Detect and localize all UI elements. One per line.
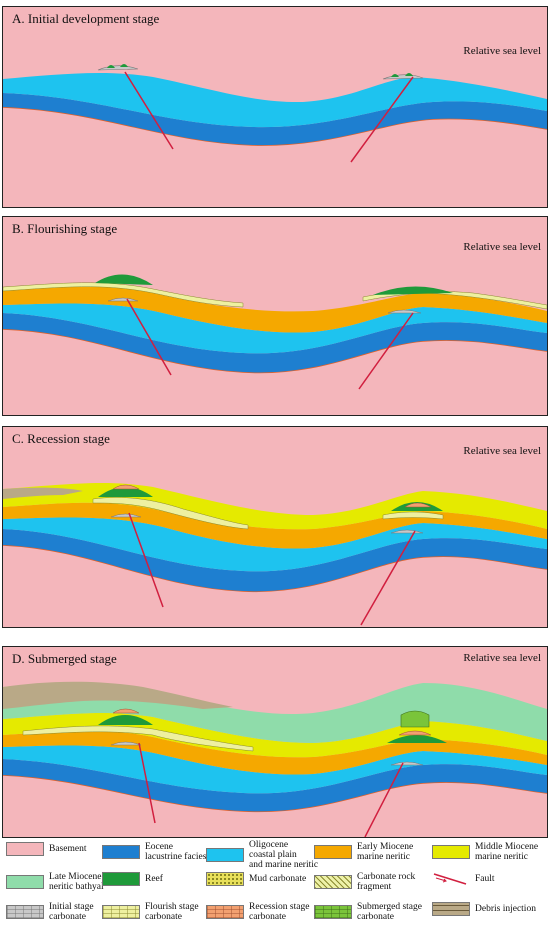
legend-label: Middle Miocene marine neritic — [475, 842, 539, 862]
recession-carbonate — [112, 484, 432, 508]
legend-label: Debris injection — [475, 904, 536, 914]
legend-swatch — [206, 872, 244, 886]
sea-level-label: Relative sea level — [463, 445, 541, 457]
sea-level-label: Relative sea level — [463, 241, 541, 253]
legend-swatch — [206, 905, 244, 919]
legend-swatch — [102, 872, 140, 886]
oligocene-layer — [3, 73, 547, 128]
legend-carbonate-rock-fragment: Carbonate rock fragment — [314, 872, 415, 892]
legend-swatch — [206, 848, 244, 862]
legend-label: Mud carbonate — [249, 874, 307, 884]
fault-line — [138, 742, 404, 837]
legend-swatch — [432, 845, 470, 859]
legend-initial-carbonate: Initial stage carbonate — [6, 902, 94, 922]
oligocene-layer — [3, 745, 547, 794]
panel-title: D. Submerged stage — [12, 651, 117, 666]
legend-label: Late Miocene neritic bathyal — [49, 872, 104, 892]
legend-swatch — [6, 842, 44, 856]
legend-swatch — [102, 845, 140, 859]
sea-level-label: Relative sea level — [463, 45, 541, 57]
legend-label: Eocene lacustrine facies — [145, 842, 207, 862]
legend-recession-carbonate: Recession stage carbonate — [206, 902, 309, 922]
submerged-carbonate — [400, 710, 430, 728]
legend-swatch — [314, 875, 352, 889]
fault-line — [124, 71, 414, 163]
cross-section-c — [3, 427, 547, 627]
fault-line — [128, 512, 416, 626]
initial-carbonate — [110, 513, 424, 534]
legend-label: Initial stage carbonate — [49, 902, 94, 922]
legend-swatch — [6, 905, 44, 919]
reef — [98, 715, 447, 743]
panel-title: C. Recession stage — [12, 431, 110, 446]
panel-d-submerged: D. Submerged stage Relative sea level — [2, 646, 548, 838]
legend-late-miocene: Late Miocene neritic bathyal — [6, 872, 104, 892]
fault-icon — [432, 872, 470, 886]
legend-label: Submerged stage carbonate — [357, 902, 422, 922]
legend-swatch — [314, 845, 352, 859]
legend-middle-miocene: Middle Miocene marine neritic — [432, 842, 538, 862]
legend-reef: Reef — [102, 872, 163, 886]
legend-flourish-carbonate: Flourish stage carbonate — [102, 902, 199, 922]
legend-swatch — [432, 902, 470, 916]
panel-a-initial-development: A. Initial development stage Relative se… — [2, 6, 548, 208]
flourish-carbonate — [92, 497, 444, 530]
legend-label: Basement — [49, 844, 87, 854]
eocene-layer — [3, 93, 547, 146]
eocene-layer — [3, 313, 547, 373]
cross-section-b — [3, 217, 547, 415]
reef — [98, 487, 443, 511]
panel-c-recession: C. Recession stage Relative sea level — [2, 426, 548, 628]
cross-section-d — [3, 647, 547, 837]
panel-title: A. Initial development stage — [12, 11, 160, 26]
legend-swatch — [102, 905, 140, 919]
legend-label: Recession stage carbonate — [249, 902, 310, 922]
early-miocene-layer — [3, 286, 547, 333]
legend-label: Flourish stage carbonate — [145, 902, 199, 922]
reef — [95, 274, 453, 295]
legend-swatch — [6, 875, 44, 889]
eocene-layer — [3, 529, 547, 592]
initial-carbonate — [110, 741, 424, 766]
legend-label: Carbonate rock fragment — [357, 872, 416, 892]
debris-injection — [3, 681, 233, 709]
fault-line — [126, 298, 414, 390]
initial-carbonate — [107, 297, 422, 314]
legend-label: Fault — [475, 874, 495, 884]
recession-carbonate — [112, 708, 432, 736]
legend: Basement Eocene lacustrine facies Oligoc… — [2, 840, 546, 922]
debris-injection — [3, 487, 83, 499]
legend-label: Oligocene coastal plain and marine nerit… — [249, 840, 319, 870]
sea-level-label: Relative sea level — [463, 652, 541, 664]
panel-b-flourishing: B. Flourishing stage Relative sea level — [2, 216, 548, 416]
legend-debris-injection: Debris injection — [432, 902, 536, 916]
flourish-carbonate — [22, 725, 254, 752]
legend-mud-carbonate: Mud carbonate — [206, 872, 306, 886]
legend-label: Reef — [145, 874, 163, 884]
legend-basement: Basement — [6, 842, 86, 856]
legend-eocene: Eocene lacustrine facies — [102, 842, 206, 862]
legend-early-miocene: Early Miocene marine neritic — [314, 842, 413, 862]
legend-submerged-carbonate: Submerged stage carbonate — [314, 902, 422, 922]
legend-label: Early Miocene marine neritic — [357, 842, 414, 862]
legend-oligocene: Oligocene coastal plain and marine nerit… — [206, 840, 318, 870]
eocene-layer — [3, 759, 547, 812]
legend-swatch — [314, 905, 352, 919]
cross-section-a — [3, 7, 547, 207]
legend-fault: Fault — [432, 872, 495, 886]
panel-title: B. Flourishing stage — [12, 221, 118, 236]
